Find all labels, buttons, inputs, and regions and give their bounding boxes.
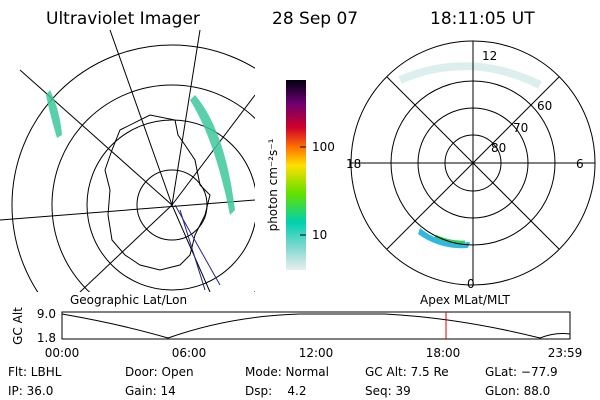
colorbar-label: photon cm⁻²s⁻¹ [266, 138, 280, 231]
footer-item: Dsp: 4.2 [245, 384, 307, 398]
colorbar-tick: 100 [312, 140, 335, 154]
x-label: 23:59 [548, 346, 583, 360]
footer-item: Flt: LBHL [8, 365, 62, 379]
x-label: 00:00 [45, 346, 80, 360]
y-label: 1.8 [37, 331, 56, 345]
footer-item: IP: 36.0 [8, 384, 53, 398]
polar-plot: 12 18 6 0 60 70 80 [346, 40, 596, 291]
colorbar-tick: 10 [312, 228, 327, 242]
title: Ultraviolet Imager [46, 9, 200, 29]
x-label: 12:00 [299, 346, 334, 360]
footer-item: GLon: 88.0 [485, 384, 550, 398]
mlt-label: 0 [467, 277, 475, 291]
footer-item: Door: Open [125, 365, 194, 379]
footer-item: GC Alt: 7.5 Re [365, 365, 449, 379]
colorbar [286, 80, 306, 270]
footer-item: Seq: 39 [365, 384, 411, 398]
time: 18:11:05 UT [430, 9, 535, 29]
date: 28 Sep 07 [272, 9, 358, 29]
lat-label: 60 [537, 99, 552, 113]
footer-item: GLat: −77.9 [485, 365, 558, 379]
mlt-label: 18 [346, 157, 361, 171]
y-label: 9.0 [37, 307, 56, 321]
footer-item: Mode: Normal [245, 365, 329, 379]
panel-label: Apex MLat/MLT [420, 293, 510, 307]
footer: Flt: LBHL IP: 36.0 Door: Open Gain: 14 M… [8, 365, 558, 398]
footer-item: Gain: 14 [125, 384, 176, 398]
geographic-map [0, 30, 255, 292]
x-label: 18:00 [426, 346, 461, 360]
timeline-label: GC Alt [11, 307, 25, 345]
mlt-label: 6 [576, 157, 584, 171]
lat-label: 70 [513, 121, 528, 135]
lat-label: 80 [491, 141, 506, 155]
x-label: 06:00 [172, 346, 207, 360]
mlt-label: 12 [482, 49, 497, 63]
panel-label: Geographic Lat/Lon [70, 293, 187, 307]
timeline: GC Alt 9.0 1.8 00:00 06:00 12:00 18:00 2… [11, 307, 582, 360]
